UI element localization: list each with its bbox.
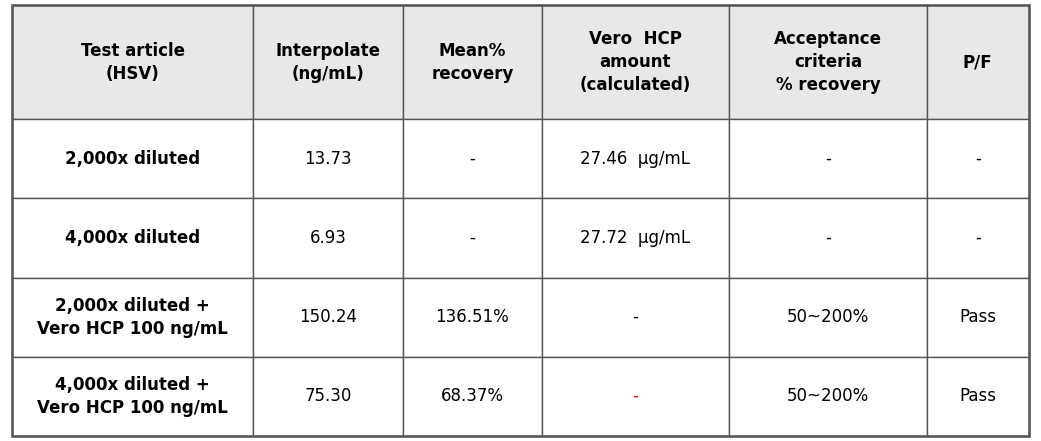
Text: Pass: Pass	[959, 387, 996, 405]
Text: 27.46  μg/mL: 27.46 μg/mL	[581, 150, 690, 168]
Text: 27.72  μg/mL: 27.72 μg/mL	[581, 229, 690, 247]
Text: -: -	[974, 229, 981, 247]
Bar	[12, 120, 253, 198]
Bar	[729, 5, 926, 120]
Text: -: -	[826, 229, 831, 247]
Bar	[12, 5, 253, 120]
Bar	[542, 277, 729, 357]
Bar	[542, 357, 729, 436]
Text: -: -	[633, 308, 638, 326]
Bar	[729, 198, 926, 277]
Bar	[403, 198, 542, 277]
Text: 4,000x diluted: 4,000x diluted	[66, 229, 200, 247]
Bar	[253, 120, 403, 198]
Text: 50~200%: 50~200%	[787, 308, 869, 326]
Text: -: -	[469, 150, 476, 168]
Text: 50~200%: 50~200%	[787, 387, 869, 405]
Text: Pass: Pass	[959, 308, 996, 326]
Text: 75.30: 75.30	[304, 387, 352, 405]
Bar	[12, 198, 253, 277]
Bar	[926, 277, 1029, 357]
Bar	[542, 198, 729, 277]
Text: 2,000x diluted +
Vero HCP 100 ng/mL: 2,000x diluted + Vero HCP 100 ng/mL	[37, 297, 228, 337]
Bar	[729, 277, 926, 357]
Bar	[12, 357, 253, 436]
Bar	[253, 357, 403, 436]
Text: Test article
(HSV): Test article (HSV)	[81, 42, 185, 83]
Bar	[253, 5, 403, 120]
Bar	[729, 357, 926, 436]
Text: 150.24: 150.24	[299, 308, 357, 326]
Bar	[403, 277, 542, 357]
Bar	[926, 357, 1029, 436]
Text: Interpolate
(ng/mL): Interpolate (ng/mL)	[276, 42, 381, 83]
Bar	[542, 5, 729, 120]
Text: 13.73: 13.73	[304, 150, 352, 168]
Text: -: -	[826, 150, 831, 168]
Text: 2,000x diluted: 2,000x diluted	[66, 150, 200, 168]
Text: -: -	[974, 150, 981, 168]
Text: P/F: P/F	[963, 53, 992, 71]
Text: -: -	[469, 229, 476, 247]
Text: 136.51%: 136.51%	[435, 308, 509, 326]
Bar	[12, 277, 253, 357]
Bar	[403, 120, 542, 198]
Text: 6.93: 6.93	[309, 229, 347, 247]
Bar	[403, 5, 542, 120]
Bar	[542, 120, 729, 198]
Bar	[253, 198, 403, 277]
Text: Vero  HCP
amount
(calculated): Vero HCP amount (calculated)	[580, 30, 691, 94]
Bar	[926, 5, 1029, 120]
Bar	[403, 357, 542, 436]
Text: 68.37%: 68.37%	[441, 387, 504, 405]
Text: Acceptance
criteria
% recovery: Acceptance criteria % recovery	[773, 30, 882, 94]
Text: -: -	[633, 387, 638, 405]
Text: Mean%
recovery: Mean% recovery	[431, 42, 513, 83]
Bar	[253, 277, 403, 357]
Bar	[729, 120, 926, 198]
Text: 4,000x diluted +
Vero HCP 100 ng/mL: 4,000x diluted + Vero HCP 100 ng/mL	[37, 376, 228, 417]
Bar	[926, 198, 1029, 277]
Bar	[926, 120, 1029, 198]
